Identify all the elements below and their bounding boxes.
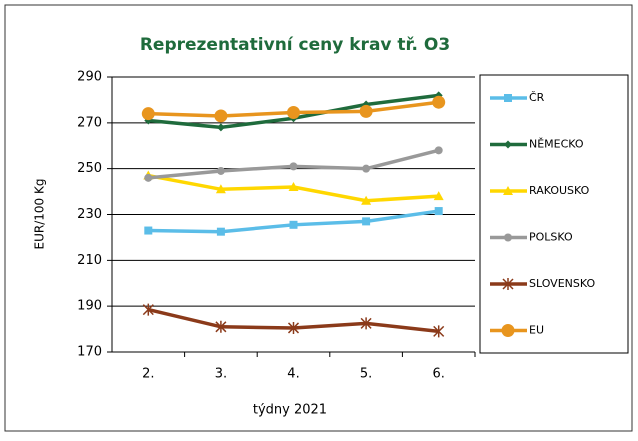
marker <box>144 173 153 182</box>
y-tick-label: 270 <box>77 115 102 130</box>
legend-text: NĚMECKO <box>529 138 584 151</box>
y-tick-label: 290 <box>77 70 102 85</box>
marker <box>288 182 299 191</box>
marker <box>142 303 154 316</box>
y-tick-label: 250 <box>77 161 102 176</box>
marker <box>361 195 372 205</box>
marker <box>359 104 373 118</box>
legend-text: EU <box>529 324 544 337</box>
marker <box>289 162 298 171</box>
marker <box>503 186 513 195</box>
legend-text: RAKOUSKO <box>529 184 590 197</box>
marker <box>362 217 371 226</box>
marker <box>504 94 512 102</box>
marker <box>287 321 300 334</box>
x-tick-label: 5. <box>360 367 372 382</box>
x-axis-label: týdny 2021 <box>253 403 327 418</box>
marker <box>216 227 225 236</box>
marker <box>215 184 226 194</box>
marker <box>215 320 227 333</box>
marker <box>216 123 225 132</box>
y-tick-label: 230 <box>77 207 102 222</box>
x-tick-label: 6. <box>432 367 444 382</box>
marker <box>432 95 446 109</box>
marker <box>433 191 444 201</box>
marker <box>141 107 155 121</box>
marker <box>362 164 371 173</box>
y-tick-label: 170 <box>77 345 102 360</box>
marker <box>289 220 298 229</box>
marker <box>502 278 514 290</box>
marker <box>504 140 512 149</box>
y-tick-label: 210 <box>77 253 102 268</box>
marker <box>360 317 372 330</box>
legend-box <box>479 74 629 354</box>
legend-text: SLOVENSKO <box>529 277 595 290</box>
marker <box>214 109 228 123</box>
y-tick-label: 190 <box>77 299 102 314</box>
marker <box>504 233 512 242</box>
marker <box>216 166 225 175</box>
x-tick-label: 4. <box>287 367 299 382</box>
x-tick-label: 2. <box>142 367 154 382</box>
y-axis-label: EUR/100 Kg <box>33 179 47 250</box>
marker <box>433 325 445 338</box>
marker <box>287 106 300 120</box>
marker <box>434 207 443 216</box>
chart-title: Reprezentativní ceny krav tř. O3 <box>140 35 450 55</box>
marker <box>501 324 515 337</box>
marker <box>144 226 153 235</box>
legend-text: POLSKO <box>529 231 573 244</box>
legend-text: ČR <box>529 91 545 104</box>
x-tick-label: 3. <box>215 367 227 382</box>
marker <box>434 146 443 155</box>
